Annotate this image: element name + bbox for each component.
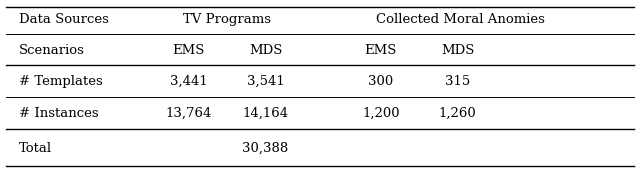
Text: 1,260: 1,260 xyxy=(439,107,476,120)
Text: 13,764: 13,764 xyxy=(166,107,212,120)
Text: 1,200: 1,200 xyxy=(362,107,399,120)
Text: EMS: EMS xyxy=(365,44,397,57)
Text: 3,541: 3,541 xyxy=(247,75,284,88)
Text: MDS: MDS xyxy=(249,44,282,57)
Text: # Templates: # Templates xyxy=(19,75,103,88)
Text: Scenarios: Scenarios xyxy=(19,44,85,57)
Text: EMS: EMS xyxy=(173,44,205,57)
Text: 30,388: 30,388 xyxy=(243,142,289,155)
Text: Collected Moral Anomies: Collected Moral Anomies xyxy=(376,13,545,26)
Text: TV Programs: TV Programs xyxy=(183,13,271,26)
Text: Data Sources: Data Sources xyxy=(19,13,109,26)
Text: # Instances: # Instances xyxy=(19,107,99,120)
Text: 14,164: 14,164 xyxy=(243,107,289,120)
Text: 315: 315 xyxy=(445,75,470,88)
Text: Total: Total xyxy=(19,142,52,155)
Text: 3,441: 3,441 xyxy=(170,75,207,88)
Text: MDS: MDS xyxy=(441,44,474,57)
Text: 300: 300 xyxy=(368,75,394,88)
